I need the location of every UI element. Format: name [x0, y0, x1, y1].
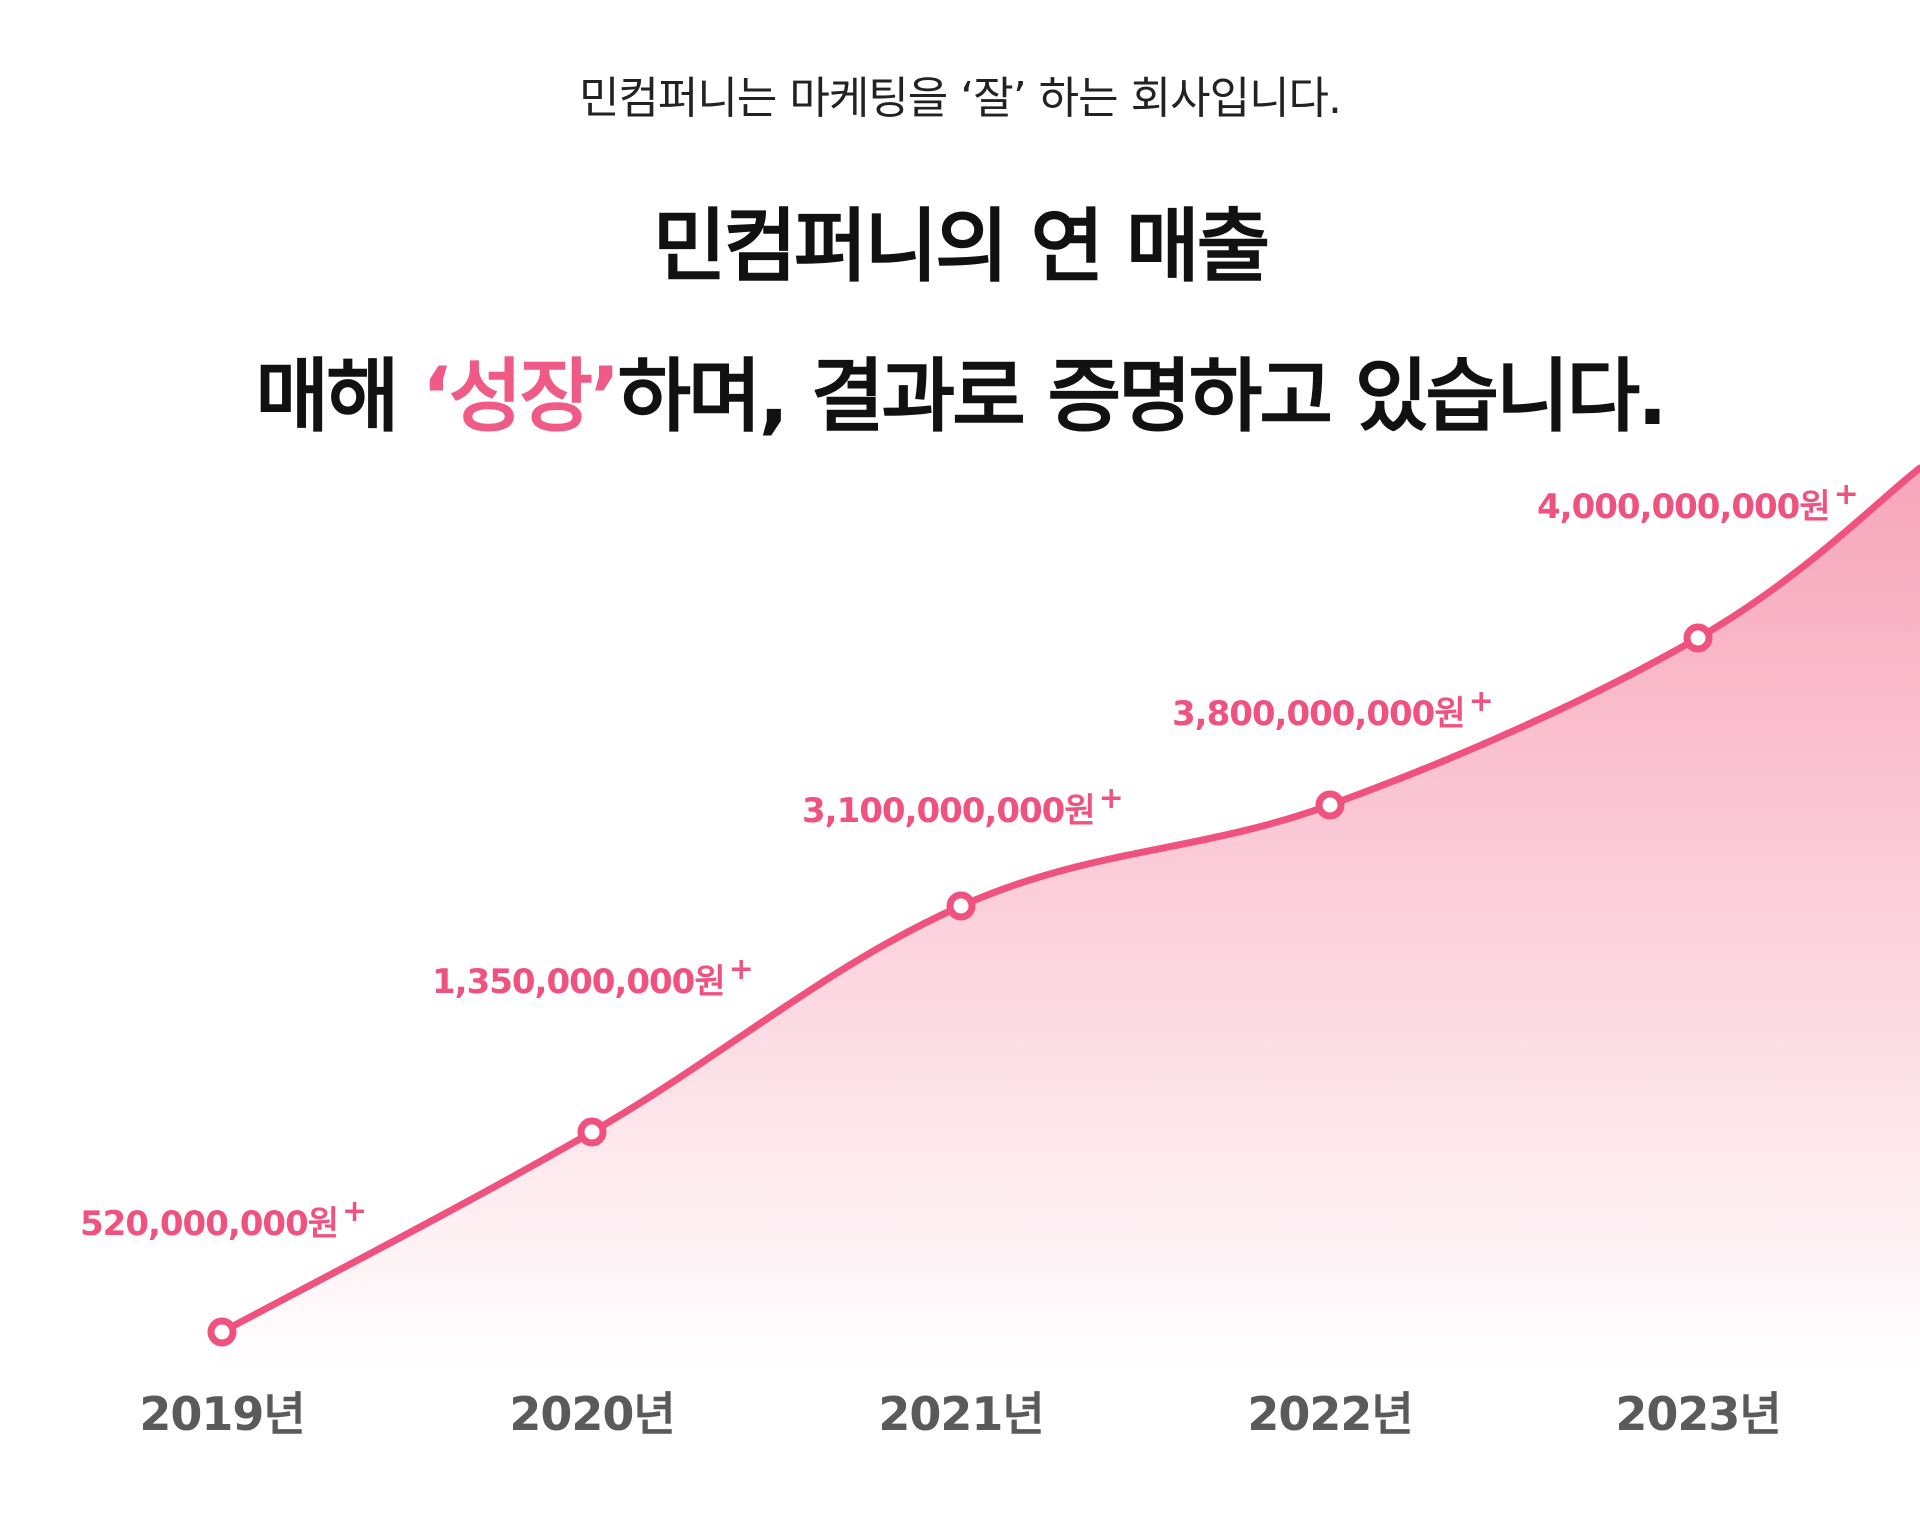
headline-line-1: 민컴퍼니의 연 매출 [652, 200, 1271, 293]
data-point-2019 [207, 1317, 237, 1347]
value-label-2021: 3,100,000,000원 + [802, 781, 1123, 831]
value-label-2019: 520,000,000원 + [80, 1194, 366, 1244]
x-tick-2021: 2021년 [878, 1387, 1043, 1441]
data-points [207, 623, 1713, 1347]
data-point-2021 [946, 891, 976, 921]
page-headline: 민컴퍼니의 연 매출 매해 ‘성장’하며, 결과로 증명하고 있습니다. [0, 172, 1920, 472]
headline-line-2-prefix: 매해 [255, 350, 422, 443]
x-tick-2023: 2023년 [1615, 1387, 1780, 1441]
data-point-2023 [1683, 623, 1713, 653]
value-label-2023: 4,000,000,000원 + [1537, 477, 1858, 527]
x-tick-2022: 2022년 [1247, 1387, 1412, 1441]
data-point-2022 [1315, 790, 1345, 820]
headline-line-2-suffix: 하며, 결과로 증명하고 있습니다. [617, 350, 1667, 443]
headline-accent-growth: ‘성장’ [421, 350, 620, 443]
data-point-2020 [577, 1117, 607, 1147]
x-axis-labels: 2019년 2020년 2021년 2022년 2023년 [139, 1387, 1781, 1441]
value-label-2022: 3,800,000,000원 + [1172, 684, 1493, 734]
x-tick-2020: 2020년 [509, 1387, 674, 1441]
page-subtitle: 민컴퍼니는 마케팅을 ‘잘’ 하는 회사입니다. [578, 73, 1342, 124]
value-label-2020: 1,350,000,000원 + [432, 952, 753, 1002]
headline-line-2: 매해 ‘성장’하며, 결과로 증명하고 있습니다. [0, 322, 1920, 472]
x-tick-2019: 2019년 [139, 1387, 304, 1441]
revenue-area [222, 468, 1920, 1372]
